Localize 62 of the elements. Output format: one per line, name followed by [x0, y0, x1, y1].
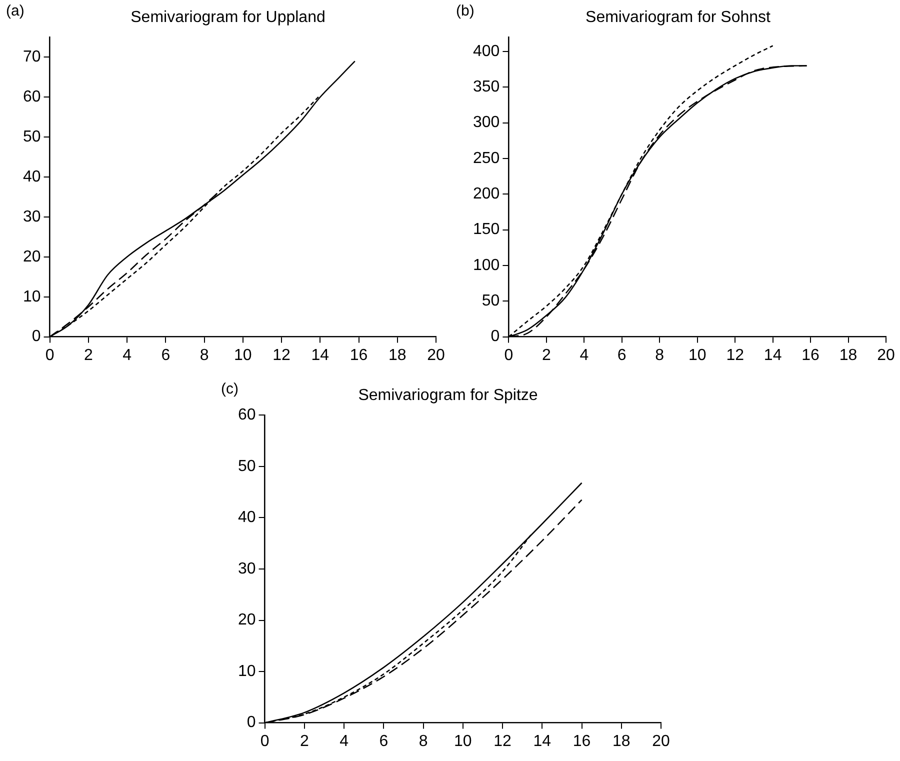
- x-tick-label: 2: [300, 732, 309, 750]
- x-tick-label: 0: [504, 346, 514, 364]
- y-tick-label: 0: [490, 328, 500, 346]
- x-tick-label: 14: [311, 346, 330, 364]
- x-tick-label: 0: [260, 732, 270, 750]
- y-tick-label: 40: [23, 168, 41, 186]
- x-tick-label: 6: [379, 732, 388, 750]
- x-tick-label: 14: [533, 732, 552, 750]
- x-tick-label: 8: [200, 346, 209, 364]
- y-tick-label: 60: [23, 88, 41, 106]
- x-tick-label: 2: [542, 346, 551, 364]
- y-tick-label: 10: [238, 662, 256, 680]
- x-tick-label: 8: [418, 732, 428, 750]
- x-tick-label: 10: [688, 346, 706, 364]
- text: (b): [456, 2, 474, 20]
- y-tick-label: 0: [32, 328, 41, 346]
- text: (c): [221, 380, 238, 398]
- x-tick-label: 16: [802, 346, 820, 364]
- y-tick-label: 100: [472, 256, 500, 274]
- y-tick-label: 30: [23, 208, 41, 226]
- x-tick-label: 4: [122, 346, 132, 364]
- y-tick-label: 70: [23, 48, 41, 66]
- x-tick-label: 18: [388, 346, 406, 364]
- y-tick-label: 350: [472, 78, 500, 96]
- y-tick-label: 250: [472, 150, 500, 167]
- x-tick-label: 18: [839, 346, 858, 364]
- x-tick-label: 16: [572, 732, 591, 750]
- x-tick-label: 18: [612, 732, 630, 750]
- x-tick-label: 6: [617, 346, 626, 364]
- chart-title: Semivariogram for Uppland: [130, 9, 326, 26]
- x-tick-label: 10: [454, 732, 472, 750]
- x-tick-label: 4: [340, 732, 349, 750]
- x-tick-label: 20: [427, 346, 445, 364]
- x-tick-label: 12: [272, 346, 291, 364]
- y-tick-label: 40: [238, 509, 256, 526]
- y-tick-label: 50: [238, 458, 256, 475]
- y-tick-label: 0: [246, 714, 256, 732]
- y-tick-label: 50: [23, 128, 41, 146]
- text: (a): [6, 2, 24, 20]
- x-tick-label: 2: [84, 346, 93, 364]
- y-tick-label: 20: [23, 248, 41, 266]
- y-tick-label: 150: [472, 221, 500, 238]
- x-tick-label: 20: [877, 346, 895, 364]
- y-tick-label: 60: [238, 406, 256, 424]
- y-tick-label: 30: [238, 560, 256, 578]
- x-tick-label: 12: [726, 346, 744, 364]
- y-tick-label: 10: [23, 288, 41, 306]
- y-tick-label: 200: [472, 186, 500, 203]
- x-tick-label: 16: [350, 346, 368, 364]
- y-tick-label: 50: [482, 292, 500, 310]
- y-tick-label: 300: [472, 114, 500, 132]
- y-tick-label: 400: [472, 42, 500, 60]
- chart-title: Semivariogram for Spitze: [358, 387, 538, 404]
- x-tick-label: 0: [45, 346, 54, 364]
- x-tick-label: 12: [494, 732, 512, 750]
- x-tick-label: 14: [764, 346, 782, 364]
- x-tick-label: 20: [652, 732, 670, 750]
- x-tick-label: 6: [161, 346, 170, 364]
- chart-title: Semivariogram for Sohnst: [586, 9, 772, 26]
- x-tick-label: 4: [580, 346, 589, 364]
- y-tick-label: 20: [238, 612, 256, 629]
- x-tick-label: 8: [655, 346, 664, 364]
